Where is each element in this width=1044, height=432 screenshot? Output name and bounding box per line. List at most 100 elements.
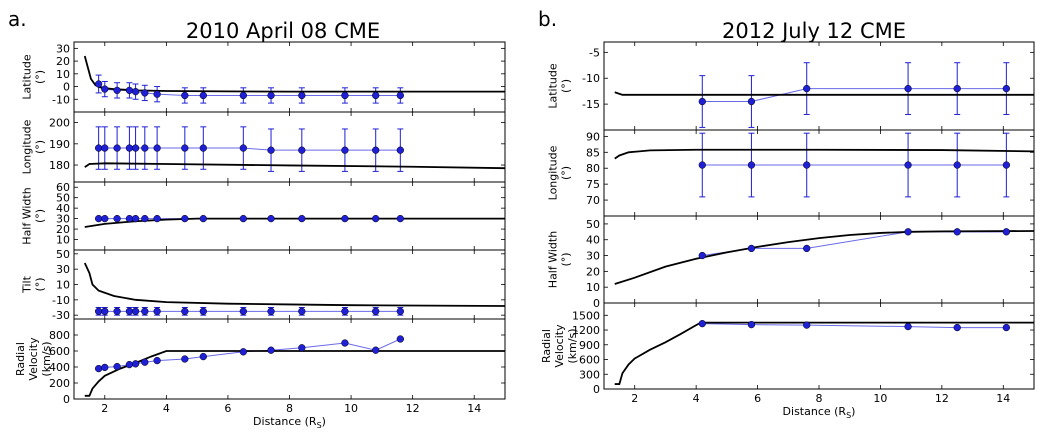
data-point-a4-12 [341,339,349,347]
data-point-a0-12 [341,91,349,100]
y-tick-label-b1-1: 75 [586,178,600,191]
x-tick-label-b-1: 4 [693,392,700,405]
data-point-a1-7 [181,144,189,152]
data-point-a4-7 [181,355,189,363]
data-point-a4-9 [239,348,247,356]
data-point-a3-3 [125,307,134,315]
data-point-b3-3 [904,322,912,331]
y-tick-label-b2-3: 30 [586,250,600,263]
y-axis-label-b0: Latitude(°) [547,63,573,109]
data-point-b1-1 [747,161,756,169]
x-tick-label-b-0: 2 [631,392,638,405]
y-axis-label-line: (°) [560,79,573,93]
data-point-a3-0 [94,307,103,315]
y-axis-label-a4: RadialVelocity(km/s) [14,337,53,381]
data-point-a4-4 [131,360,140,368]
data-point-a3-7 [181,307,189,315]
subplot-frame-b2 [603,215,1035,304]
x-tick-label-a-3: 8 [286,402,293,415]
data-point-a0-13 [372,91,380,100]
data-point-a1-14 [396,146,404,154]
y-axis-label-line: (°) [34,209,47,223]
data-point-a2-5 [141,214,149,223]
x-tick-label-b-2: 6 [754,392,761,405]
y-tick-label-a2-1: 20 [56,223,70,236]
subplot-frame-a0 [73,41,506,113]
y-tick-label-a3-4: 50 [56,248,70,261]
y-axis-label-line: Radial [540,329,553,363]
data-point-b2-0 [698,251,706,260]
y-axis-label-line: Longitude [547,145,560,200]
y-axis-label-a1: Longitude(°) [21,119,47,174]
data-point-b2-5 [1002,228,1011,236]
subplot-frame-a2 [73,181,506,251]
y-tick-label-a3-1: -10 [52,294,70,307]
x-tick-label-a-6: 14 [467,402,481,415]
data-point-b0-0 [698,97,706,106]
data-point-a4-3 [125,360,134,369]
data-point-a4-8 [199,352,207,361]
data-point-a1-2 [113,144,121,152]
y-tick-label-a0-4: 30 [56,42,70,55]
y-axis-label-line: Tilt [21,275,34,293]
x-tick-label-a-5: 12 [406,402,420,415]
y-tick-label-a4-0: 0 [63,393,70,406]
chart-b: -15-10-5Latitude(°)7075808590Longitude(°… [540,41,1035,420]
data-point-b2-1 [747,244,756,253]
x-axis-label-end: ) [322,415,326,428]
data-point-b1-5 [1002,161,1011,169]
data-point-a0-7 [181,91,189,100]
data-point-b3-4 [953,323,961,332]
y-tick-label-b3-4: 1200 [572,324,600,337]
data-point-a1-12 [341,146,349,154]
subplot-b-1: 70 75 80 85 90 Longitude(°) [547,129,1035,217]
y-tick-label-b1-4: 90 [586,130,600,143]
y-tick-label-a2-5: 60 [56,181,70,194]
chart-title-a: 2010 April 08 CME [186,19,380,43]
x-axis-label-main: Distance (R [253,415,317,428]
data-point-a0-1 [101,85,109,93]
data-point-a1-0 [94,144,103,152]
data-point-a2-9 [239,214,247,223]
data-point-a0-9 [239,91,247,100]
x-axis-label-main: Distance (R [783,405,847,418]
data-point-a2-7 [181,214,189,223]
y-tick-label-a4-3: 600 [49,345,70,358]
chart-a: -100102030Latitude(°)180190200Longitude(… [14,41,506,430]
y-tick-label-b3-2: 600 [579,354,600,367]
y-axis-label-line: Latitude [547,63,560,109]
data-point-b3-2 [803,321,811,329]
data-point-a4-13 [372,346,380,354]
y-axis-label-line: (°) [560,166,573,180]
model-curve-a3 [83,262,505,307]
y-tick-label-a0-3: 20 [56,55,70,68]
data-point-a1-6 [153,144,161,152]
data-point-a0-0 [94,80,103,88]
y-tick-label-b1-2: 80 [586,162,600,175]
data-point-b1-3 [904,161,912,169]
data-point-a2-14 [396,214,404,223]
data-point-a0-5 [141,89,149,97]
data-point-a0-10 [267,91,275,100]
subplot-b-2: 0 10 20 30 40 50 Half Width(°) [547,215,1035,310]
data-point-a2-3 [125,214,134,223]
model-curve-b0 [614,91,1034,96]
x-tick-label-b-4: 10 [873,392,887,405]
subplot-frame-a3 [73,249,506,320]
data-point-a3-1 [101,307,109,315]
data-point-a0-8 [199,91,207,100]
y-axis-label-line: (km/s) [40,341,53,376]
y-tick-label-b1-3: 85 [586,146,600,159]
y-axis-label-line: Velocity [553,324,566,368]
y-tick-label-a4-1: 200 [49,377,70,390]
data-point-a1-3 [125,144,134,152]
y-axis-label-line: Latitude [21,54,34,100]
y-tick-label-a2-3: 40 [56,202,70,215]
x-axis-label-sub: S [317,421,322,430]
data-point-a0-14 [396,91,404,100]
data-point-a2-11 [298,214,306,223]
data-point-b3-0 [698,319,706,328]
data-point-a4-10 [267,346,275,354]
data-point-b0-3 [904,84,912,93]
data-point-b0-1 [747,97,756,106]
